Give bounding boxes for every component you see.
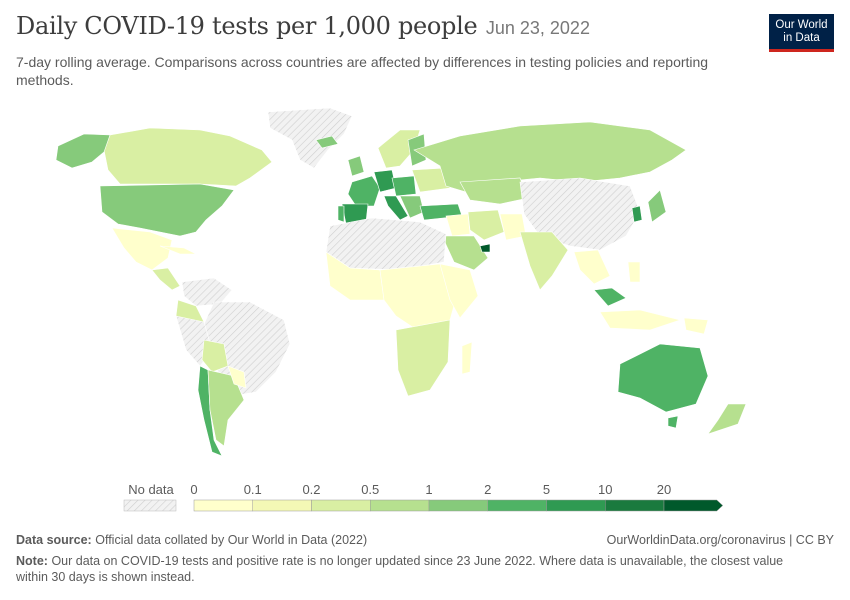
central-europe[interactable] bbox=[391, 175, 417, 197]
philippines[interactable] bbox=[627, 261, 641, 283]
legend-swatch bbox=[546, 499, 606, 512]
canada[interactable] bbox=[103, 127, 273, 187]
paraguay[interactable] bbox=[227, 365, 247, 389]
legend-swatch bbox=[370, 499, 430, 512]
alaska[interactable] bbox=[55, 133, 111, 169]
southeast-asia[interactable] bbox=[573, 249, 611, 285]
kazakhstan[interactable] bbox=[459, 177, 529, 205]
legend-swatch bbox=[252, 499, 312, 512]
legend-tick-label: 0 bbox=[190, 482, 197, 497]
note-line: Note: Our data on COVID-19 tests and pos… bbox=[16, 553, 816, 585]
legend-no-data-label: No data bbox=[128, 482, 174, 497]
tasmania[interactable] bbox=[667, 415, 679, 429]
central-america[interactable] bbox=[151, 267, 181, 291]
legend-swatch bbox=[487, 499, 547, 512]
new-zealand[interactable] bbox=[707, 403, 747, 435]
source-line: Data source: Official data collated by O… bbox=[16, 533, 367, 547]
uae[interactable] bbox=[479, 243, 491, 253]
legend-tick-label: 0.1 bbox=[244, 482, 262, 497]
legend-tick-label: 0.2 bbox=[302, 482, 320, 497]
legend-swatch bbox=[428, 499, 488, 512]
east-africa[interactable] bbox=[439, 263, 479, 319]
note-text: Our data on COVID-19 tests and positive … bbox=[16, 554, 784, 584]
countries bbox=[55, 107, 747, 457]
korea[interactable] bbox=[631, 205, 643, 223]
legend-swatch bbox=[605, 499, 665, 512]
france[interactable] bbox=[347, 175, 381, 207]
legend-tick-label: 2 bbox=[484, 482, 491, 497]
iran[interactable] bbox=[467, 209, 505, 241]
australia[interactable] bbox=[617, 343, 709, 413]
logo-line-1: Our World bbox=[775, 19, 828, 31]
source-label: Data source: bbox=[16, 533, 92, 547]
japan[interactable] bbox=[647, 189, 667, 223]
russia[interactable] bbox=[413, 121, 687, 193]
legend-tick-label: 5 bbox=[543, 482, 550, 497]
legend-tick-label: 1 bbox=[425, 482, 432, 497]
source-link[interactable]: OurWorldinData.org/coronavirus | CC BY bbox=[606, 533, 834, 547]
caribbean[interactable] bbox=[159, 245, 197, 255]
italy[interactable] bbox=[383, 195, 409, 221]
malaysia[interactable] bbox=[593, 287, 627, 307]
legend-tick-label: 20 bbox=[657, 482, 671, 497]
united-kingdom[interactable] bbox=[347, 155, 365, 177]
legend-tick-label: 10 bbox=[598, 482, 612, 497]
legend-swatch bbox=[193, 499, 253, 512]
legend-swatch bbox=[663, 499, 724, 512]
legend: No data 0 0.1 0.2 0.5 1 2 5 10 20 bbox=[123, 482, 724, 512]
india[interactable] bbox=[519, 231, 569, 291]
legend-swatch bbox=[311, 499, 371, 512]
iceland[interactable] bbox=[315, 135, 339, 149]
papua-new-guinea[interactable] bbox=[683, 317, 709, 335]
united-states[interactable] bbox=[99, 183, 235, 237]
owid-logo[interactable]: Our World in Data bbox=[769, 14, 834, 52]
north-africa[interactable] bbox=[325, 217, 447, 271]
iraq-syria[interactable] bbox=[445, 213, 471, 237]
greenland[interactable] bbox=[267, 107, 353, 169]
chart-title: Daily COVID-19 tests per 1,000 people bbox=[16, 12, 478, 40]
world-map[interactable] bbox=[0, 100, 850, 475]
note-label: Note: bbox=[16, 554, 48, 568]
chart-subtitle: 7-day rolling average. Comparisons acros… bbox=[16, 54, 709, 88]
saudi-arabia[interactable] bbox=[441, 235, 489, 271]
chart-date: Jun 23, 2022 bbox=[485, 18, 590, 38]
madagascar[interactable] bbox=[461, 341, 473, 375]
legend-tick-label: 0.5 bbox=[361, 482, 379, 497]
indonesia[interactable] bbox=[599, 309, 682, 331]
southern-africa[interactable] bbox=[395, 319, 451, 397]
chart-title-row: Daily COVID-19 tests per 1,000 people Ju… bbox=[16, 12, 590, 40]
bolivia[interactable] bbox=[201, 339, 229, 373]
mexico[interactable] bbox=[111, 227, 173, 271]
source-text: Official data collated by Our World in D… bbox=[95, 533, 368, 547]
logo-line-2: in Data bbox=[783, 32, 820, 44]
ukraine[interactable] bbox=[411, 167, 451, 193]
portugal[interactable] bbox=[337, 205, 345, 223]
legend-no-data-swatch bbox=[123, 499, 177, 512]
